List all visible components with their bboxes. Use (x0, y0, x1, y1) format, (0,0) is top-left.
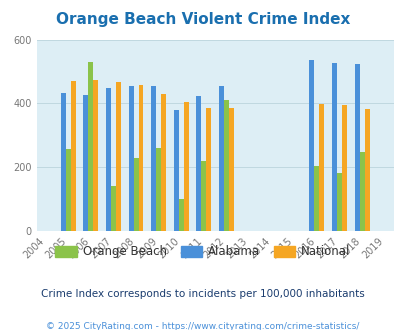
Bar (319, 104, 324, 231)
Legend: Orange Beach, Alabama, National: Orange Beach, Alabama, National (51, 241, 354, 263)
Bar (151, 86, 156, 231)
Bar (83, 95, 88, 231)
Bar (228, 108, 233, 231)
Text: © 2025 CityRating.com - https://www.cityrating.com/crime-statistics/: © 2025 CityRating.com - https://www.city… (46, 322, 359, 330)
Bar (201, 161, 206, 231)
Bar (173, 111, 178, 231)
Bar (88, 62, 93, 231)
Bar (359, 152, 364, 231)
Bar (128, 86, 133, 231)
Bar (331, 63, 336, 231)
Bar (61, 93, 66, 231)
Bar (156, 148, 161, 231)
Bar (196, 96, 201, 231)
Bar (133, 158, 138, 231)
Bar (183, 102, 188, 231)
Bar (354, 64, 359, 231)
Bar (341, 105, 346, 231)
Bar (309, 60, 314, 231)
Bar (93, 80, 98, 231)
Bar (66, 149, 70, 231)
Bar (178, 199, 183, 231)
Bar (218, 86, 224, 231)
Text: Crime Index corresponds to incidents per 100,000 inhabitants: Crime Index corresponds to incidents per… (41, 289, 364, 299)
Bar (161, 94, 166, 231)
Bar (106, 88, 111, 231)
Bar (314, 166, 319, 231)
Text: Orange Beach Violent Crime Index: Orange Beach Violent Crime Index (55, 12, 350, 26)
Bar (115, 82, 121, 231)
Bar (138, 85, 143, 231)
Bar (336, 173, 341, 231)
Bar (111, 186, 115, 231)
Bar (206, 108, 211, 231)
Bar (364, 110, 369, 231)
Bar (224, 100, 228, 231)
Bar (70, 82, 75, 231)
